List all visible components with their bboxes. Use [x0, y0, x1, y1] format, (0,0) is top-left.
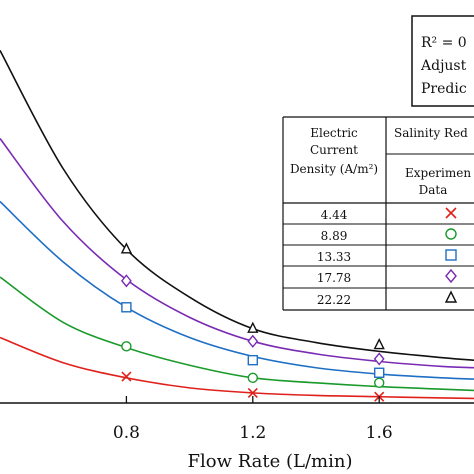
- legend-row-label: 8.89: [321, 229, 348, 243]
- x-tick-label: 1.2: [239, 423, 266, 443]
- legend-row-label: 4.44: [321, 208, 348, 222]
- series-line-4.44: [0, 336, 474, 400]
- legend-markers: [444, 207, 458, 303]
- x-ticks-group: 0.8 1.2 1.6: [113, 396, 393, 443]
- plot-area: 0.8 1.2 1.6 Flow Rate (L/min): [0, 49, 474, 472]
- legend-row-label: 22.22: [317, 293, 351, 307]
- stats-line-1: R² = 0: [421, 35, 467, 51]
- data-point-4.44: [121, 371, 132, 382]
- x-axis-label: Flow Rate (L/min): [188, 451, 353, 472]
- data-point-13.33: [374, 367, 385, 378]
- data-point-8.89: [121, 341, 132, 352]
- legend-row-label: 17.78: [317, 271, 351, 285]
- data-point-8.89: [374, 377, 385, 389]
- series-line-22.22: [0, 49, 474, 361]
- legend-header-col1-line1: Electric: [310, 126, 358, 140]
- legend-marker-4.44: [445, 207, 457, 219]
- legend-subheader-col2-line1: Experimen: [405, 166, 471, 180]
- data-point-4.44: [247, 387, 258, 398]
- stats-box: R² = 0 Adjust Predic: [411, 15, 474, 107]
- data-point-13.33: [247, 354, 259, 366]
- legend-table: Electric Current Density (A/m²) Salinity…: [282, 116, 474, 311]
- data-point-22.22: [247, 321, 259, 333]
- data-point-22.22: [373, 338, 385, 350]
- data-point-8.89: [247, 372, 259, 384]
- legend-marker-17.78: [445, 268, 457, 284]
- series-line-17.78: [0, 138, 474, 369]
- data-point-17.78: [247, 334, 259, 348]
- series-line-13.33: [0, 200, 474, 380]
- legend-header-col2: Salinity Red: [394, 126, 468, 140]
- data-point-17.78: [373, 352, 385, 366]
- markers-group: [120, 242, 385, 402]
- data-point-17.78: [120, 274, 132, 288]
- legend-row-label: 13.33: [317, 250, 351, 264]
- data-point-22.22: [120, 242, 133, 254]
- curves-group: [0, 49, 474, 400]
- stats-line-3: Predic: [421, 81, 467, 97]
- x-tick-label: 0.8: [113, 423, 140, 443]
- series-line-8.89: [0, 276, 474, 392]
- stats-line-2: Adjust: [420, 58, 467, 74]
- legend-marker-22.22: [444, 290, 458, 303]
- legend-marker-13.33: [445, 249, 457, 261]
- legend-subheader-col2-line2: Data: [419, 183, 448, 197]
- data-point-13.33: [121, 302, 132, 313]
- legend-header-col1-line2: Current: [310, 143, 358, 157]
- legend-marker-8.89: [445, 228, 457, 240]
- x-tick-label: 1.6: [366, 423, 393, 443]
- legend-header-col1-line3: Density (A/m²): [290, 162, 378, 176]
